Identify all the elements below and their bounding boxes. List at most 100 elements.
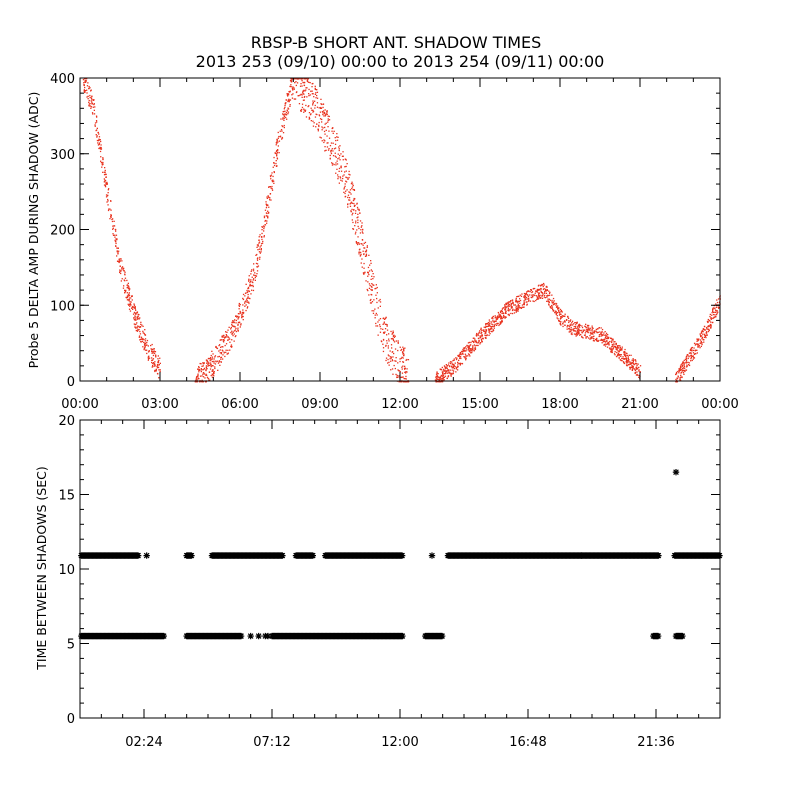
delta-amp-point [357,221,359,224]
delta-amp-point [358,253,360,255]
delta-amp-point [469,349,472,351]
delta-amp-point [530,289,532,291]
delta-amp-point [517,305,519,307]
delta-amp-point [567,317,570,319]
delta-amp-point [485,323,488,325]
delta-amp-point [139,330,141,333]
delta-amp-point [129,301,131,303]
delta-amp-point [552,308,554,311]
delta-amp-point [398,381,400,383]
delta-amp-point [272,175,274,178]
delta-amp-point [405,372,407,374]
delta-amp-point [382,347,385,349]
delta-amp-point [500,316,502,319]
delta-amp-point [301,96,303,98]
delta-amp-point [89,94,91,97]
delta-amp-point [116,250,118,252]
delta-amp-point [536,298,538,300]
delta-amp-point [314,100,316,102]
delta-amp-point [624,354,626,356]
delta-amp-point [443,370,445,372]
delta-amp-point [304,110,306,112]
x-tick-label: 15:00 [461,397,498,412]
delta-amp-point [690,358,692,360]
delta-amp-point [677,370,679,373]
delta-amp-point [260,251,262,253]
delta-amp-point [525,296,528,299]
delta-amp-point [134,316,136,318]
delta-amp-point [555,304,557,306]
delta-amp-point [256,259,259,261]
delta-amp-point [265,215,267,217]
delta-amp-point [621,346,623,348]
delta-amp-point [370,288,372,291]
delta-amp-point [154,351,157,353]
delta-amp-point [601,339,603,341]
delta-amp-point [134,306,136,308]
time-between-shadows-point [578,552,585,559]
delta-amp-point [334,147,337,149]
delta-amp-point [282,132,285,134]
delta-amp-point [202,365,204,367]
delta-amp-point [475,340,477,342]
delta-amp-point [546,296,548,298]
delta-amp-point [100,156,102,158]
delta-amp-point [516,296,518,298]
delta-amp-point [511,306,513,308]
delta-amp-point [548,303,550,305]
delta-amp-point [102,161,104,164]
delta-amp-point [317,130,319,132]
delta-amp-point [538,292,540,294]
delta-amp-point [713,311,715,313]
delta-amp-point [614,351,616,353]
delta-amp-point [297,78,299,80]
delta-amp-point [708,325,710,327]
delta-amp-point [197,374,199,376]
delta-amp-point [625,359,627,361]
delta-amp-point [112,233,114,235]
delta-amp-point [223,336,225,338]
delta-amp-point [302,91,304,93]
delta-amp-point [382,323,384,325]
delta-amp-point [618,355,620,357]
delta-amp-point [345,181,348,183]
delta-amp-point [436,372,438,374]
delta-amp-point [245,304,247,306]
delta-amp-point [634,363,636,365]
delta-amp-point [237,324,239,326]
delta-amp-point [286,109,288,111]
delta-amp-point [496,322,499,325]
delta-amp-point [117,252,119,254]
delta-amp-point [159,370,161,373]
delta-amp-point [386,340,388,342]
delta-amp-point [623,361,625,363]
delta-amp-point [198,371,200,373]
delta-amp-point [548,292,551,294]
delta-amp-point [344,171,346,173]
delta-amp-point [469,348,471,350]
delta-amp-point [124,274,126,276]
delta-amp-point [339,159,341,161]
delta-amp-point [240,323,242,325]
delta-amp-point [146,352,148,355]
delta-amp-point [328,148,330,150]
delta-amp-point [698,339,700,341]
delta-amp-point [301,106,304,109]
delta-amp-point [406,358,408,361]
delta-amp-point [300,93,302,95]
time-between-shadows-point [309,552,316,559]
delta-amp-point [376,314,378,316]
delta-amp-point [457,362,459,364]
delta-amp-point [321,111,324,113]
delta-amp-point [140,336,142,338]
delta-amp-point [457,355,460,357]
delta-amp-point [138,335,141,337]
delta-amp-point [605,332,608,334]
delta-amp-point [479,342,482,344]
delta-amp-point [86,85,89,87]
delta-amp-point [543,288,545,290]
delta-amp-point [242,297,244,300]
delta-amp-point [467,342,470,344]
chart-title-line2: 2013 253 (09/10) 00:00 to 2013 254 (09/1… [196,52,605,71]
delta-amp-point [96,116,98,118]
